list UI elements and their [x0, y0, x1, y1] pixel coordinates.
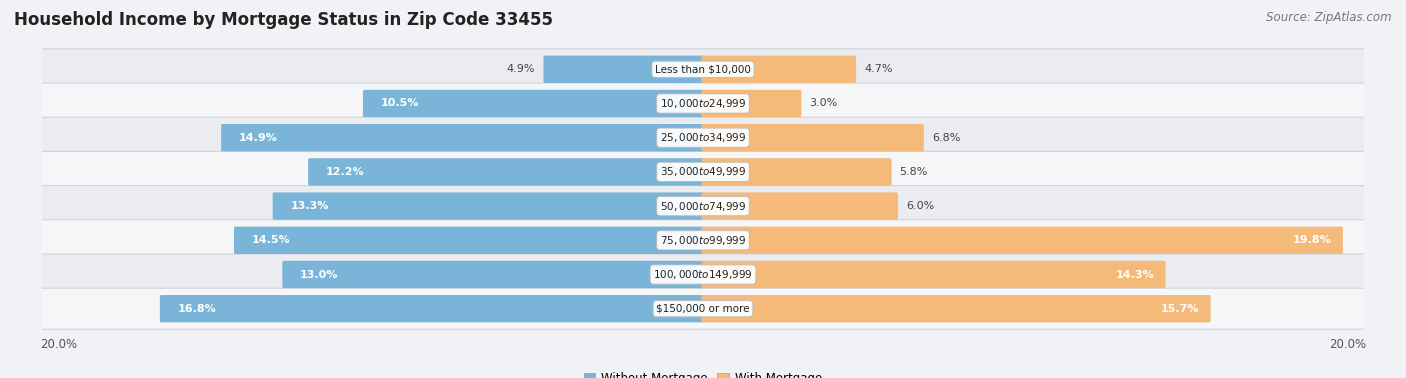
Text: $10,000 to $24,999: $10,000 to $24,999 [659, 97, 747, 110]
FancyBboxPatch shape [283, 261, 704, 288]
FancyBboxPatch shape [160, 295, 704, 322]
FancyBboxPatch shape [702, 56, 856, 83]
Text: 14.3%: 14.3% [1116, 270, 1154, 279]
Text: 5.8%: 5.8% [900, 167, 928, 177]
Text: $25,000 to $34,999: $25,000 to $34,999 [659, 131, 747, 144]
FancyBboxPatch shape [38, 220, 1368, 261]
FancyBboxPatch shape [38, 254, 1368, 295]
Text: 10.5%: 10.5% [381, 99, 419, 108]
FancyBboxPatch shape [308, 158, 704, 186]
FancyBboxPatch shape [38, 49, 1368, 90]
Text: Household Income by Mortgage Status in Zip Code 33455: Household Income by Mortgage Status in Z… [14, 11, 553, 29]
Text: 3.0%: 3.0% [810, 99, 838, 108]
Text: 14.5%: 14.5% [252, 235, 290, 245]
FancyBboxPatch shape [38, 83, 1368, 124]
Text: $75,000 to $99,999: $75,000 to $99,999 [659, 234, 747, 247]
FancyBboxPatch shape [363, 90, 704, 117]
FancyBboxPatch shape [702, 227, 1343, 254]
FancyBboxPatch shape [702, 261, 1166, 288]
Text: $35,000 to $49,999: $35,000 to $49,999 [659, 166, 747, 178]
FancyBboxPatch shape [38, 151, 1368, 192]
Text: 13.0%: 13.0% [299, 270, 339, 279]
Text: Source: ZipAtlas.com: Source: ZipAtlas.com [1267, 11, 1392, 24]
FancyBboxPatch shape [38, 186, 1368, 227]
Text: $50,000 to $74,999: $50,000 to $74,999 [659, 200, 747, 212]
Text: 13.3%: 13.3% [291, 201, 329, 211]
FancyBboxPatch shape [273, 192, 704, 220]
FancyBboxPatch shape [233, 227, 704, 254]
FancyBboxPatch shape [544, 56, 704, 83]
Text: 15.7%: 15.7% [1161, 304, 1199, 314]
Text: 12.2%: 12.2% [326, 167, 364, 177]
Legend: Without Mortgage, With Mortgage: Without Mortgage, With Mortgage [579, 367, 827, 378]
FancyBboxPatch shape [702, 192, 898, 220]
Text: 6.0%: 6.0% [905, 201, 935, 211]
Text: 4.7%: 4.7% [865, 64, 893, 74]
Text: 16.8%: 16.8% [177, 304, 217, 314]
FancyBboxPatch shape [38, 288, 1368, 329]
Text: 4.9%: 4.9% [508, 64, 536, 74]
Text: 14.9%: 14.9% [239, 133, 278, 143]
Text: $150,000 or more: $150,000 or more [657, 304, 749, 314]
Text: $100,000 to $149,999: $100,000 to $149,999 [654, 268, 752, 281]
FancyBboxPatch shape [221, 124, 704, 151]
FancyBboxPatch shape [702, 124, 924, 151]
FancyBboxPatch shape [38, 117, 1368, 158]
Text: 19.8%: 19.8% [1294, 235, 1331, 245]
Text: Less than $10,000: Less than $10,000 [655, 64, 751, 74]
FancyBboxPatch shape [702, 158, 891, 186]
Text: 6.8%: 6.8% [932, 133, 960, 143]
FancyBboxPatch shape [702, 295, 1211, 322]
FancyBboxPatch shape [702, 90, 801, 117]
